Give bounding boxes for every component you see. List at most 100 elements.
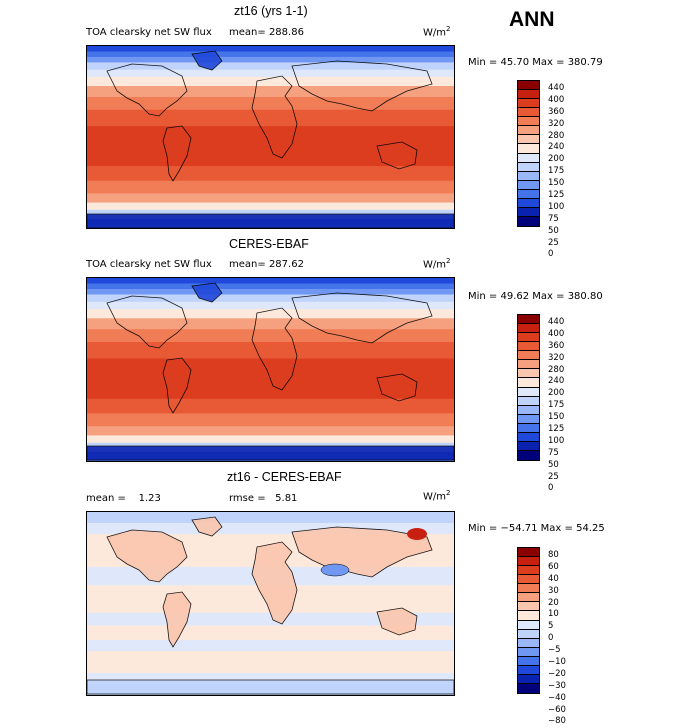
panel-3-title: zt16 - CERES-EBAF	[227, 470, 342, 484]
colorbar-tick-label: 25	[548, 471, 559, 482]
colorbar-swatch	[518, 90, 539, 100]
colorbar-swatch	[518, 432, 539, 442]
colorbar-tick-label: 440	[548, 83, 565, 93]
colorbar-swatch	[518, 99, 539, 109]
panel-3-units-exp: 2	[446, 489, 451, 497]
colorbar-tick-label: 150	[548, 178, 565, 189]
panel-3-mean-label: mean =	[86, 493, 126, 504]
colorbar-swatch	[518, 378, 539, 388]
panel-2-mean: mean= 287.62	[229, 259, 304, 270]
colorbar-swatch	[518, 414, 539, 424]
colorbar-swatch	[518, 153, 539, 163]
panel-1-minmax: Min = 45.70 Max = 380.79	[468, 57, 603, 68]
colorbar-swatch	[518, 342, 539, 352]
colorbar-tick-label: 0	[548, 633, 554, 644]
colorbar-swatch	[518, 180, 539, 190]
colorbar-tick-label: 400	[548, 94, 565, 105]
colorbar-swatch	[518, 423, 539, 433]
colorbar-tick-label: −60	[548, 704, 566, 715]
colorbar-swatch	[518, 647, 539, 657]
panel-1-units-base: W/m	[423, 27, 446, 39]
panel-2-minmax: Min = 49.62 Max = 380.80	[468, 291, 603, 302]
colorbar-swatch	[518, 575, 539, 585]
panel-1-colorbar	[517, 80, 540, 227]
colorbar-tick-label: 50	[548, 225, 559, 236]
panel-3-map	[86, 511, 455, 696]
panel-2-colorbar-ticks: 440 400 360 320 280 240 200 175 150 125 100 75 50 25 0	[548, 317, 564, 495]
colorbar-swatch	[518, 557, 539, 567]
colorbar-swatch	[518, 584, 539, 594]
colorbar-tick-label: −40	[548, 692, 566, 703]
colorbar-swatch	[518, 441, 539, 451]
colorbar-tick-label: 25	[548, 237, 559, 248]
colorbar-tick-label: 0	[548, 249, 554, 260]
panel-3-mean-value: 1.23	[138, 493, 161, 504]
colorbar-tick-label: −80	[548, 716, 566, 727]
panel-1-mean: mean= 288.86	[229, 27, 304, 38]
colorbar-tick-label: 320	[548, 118, 565, 129]
colorbar-swatch	[518, 369, 539, 379]
colorbar-swatch	[518, 189, 539, 199]
colorbar-swatch	[518, 162, 539, 172]
panel-1-title: zt16 (yrs 1-1)	[234, 4, 308, 18]
colorbar-tick-label: 280	[548, 364, 565, 375]
panel-1-mean-label: mean=	[229, 27, 266, 38]
colorbar-tick-label: 440	[548, 317, 565, 327]
colorbar-tick-label: 150	[548, 412, 565, 423]
panel-3-units-base: W/m	[423, 491, 446, 503]
panel-1-mean-value: 288.86	[268, 27, 304, 38]
colorbar-swatch	[518, 171, 539, 181]
panel-3-rmse-value: 5.81	[275, 493, 298, 504]
colorbar-tick-label: 240	[548, 142, 565, 153]
colorbar-tick-label: 360	[548, 106, 565, 117]
colorbar-swatch	[518, 117, 539, 127]
panel-3-colorbar	[517, 547, 540, 694]
panel-3-map-field	[87, 512, 454, 695]
colorbar-tick-label: 125	[548, 424, 565, 435]
colorbar-tick-label: 360	[548, 340, 565, 351]
colorbar-swatch	[518, 450, 539, 460]
colorbar-swatch	[518, 620, 539, 630]
colorbar-tick-label: 5	[548, 621, 554, 632]
panel-2-mean-value: 287.62	[268, 259, 304, 270]
panel-2-variable-label: TOA clearsky net SW flux	[86, 259, 212, 270]
colorbar-swatch	[518, 207, 539, 217]
panel-2-mean-label: mean=	[229, 259, 266, 270]
colorbar-swatch	[518, 216, 539, 226]
colorbar-tick-label: 240	[548, 376, 565, 387]
colorbar-swatch	[518, 198, 539, 208]
colorbar-tick-label: 100	[548, 435, 565, 446]
colorbar-tick-label: 125	[548, 190, 565, 201]
panel-3-minmax: Min = −54.71 Max = 54.25	[468, 523, 605, 534]
colorbar-swatch	[518, 108, 539, 118]
panel-2-units: W/m2	[423, 257, 450, 270]
colorbar-tick-label: 175	[548, 400, 565, 411]
colorbar-tick-label: 100	[548, 201, 565, 212]
panel-2-map-field	[87, 278, 454, 461]
panel-2-colorbar	[517, 314, 540, 461]
colorbar-swatch	[518, 360, 539, 370]
panel-1-colorbar-ticks: 440 400 360 320 280 240 200 175 150 125 100 75 50 25 0	[548, 83, 564, 261]
colorbar-tick-label: 20	[548, 597, 559, 608]
panel-1-units-exp: 2	[446, 25, 451, 33]
colorbar-tick-label: 320	[548, 352, 565, 363]
colorbar-tick-label: 80	[548, 550, 559, 560]
colorbar-swatch	[518, 638, 539, 648]
colorbar-swatch	[518, 144, 539, 154]
season-label: ANN	[509, 8, 555, 31]
colorbar-tick-label: 0	[548, 483, 554, 494]
colorbar-swatch	[518, 396, 539, 406]
colorbar-tick-label: 60	[548, 561, 559, 572]
colorbar-tick-label: 175	[548, 166, 565, 177]
colorbar-swatch	[518, 405, 539, 415]
colorbar-swatch	[518, 387, 539, 397]
colorbar-tick-label: −30	[548, 680, 566, 691]
colorbar-tick-label: −5	[548, 645, 561, 656]
panel-1-variable-label: TOA clearsky net SW flux	[86, 27, 212, 38]
colorbar-tick-label: 30	[548, 585, 559, 596]
colorbar-tick-label: 280	[548, 130, 565, 141]
panel-2-units-exp: 2	[446, 257, 451, 265]
colorbar-tick-label: −20	[548, 668, 566, 679]
colorbar-swatch	[518, 683, 539, 693]
colorbar-swatch	[518, 324, 539, 334]
